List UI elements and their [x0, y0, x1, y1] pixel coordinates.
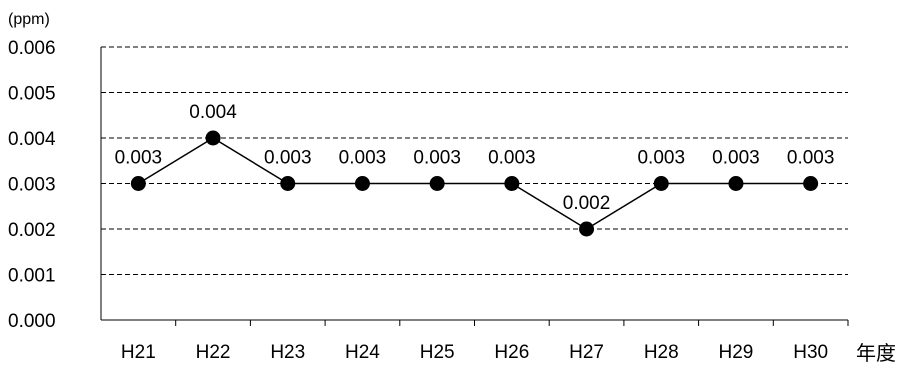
data-label: 0.003 [413, 148, 461, 169]
data-point [280, 176, 296, 191]
y-tick-label: 0.004 [8, 129, 56, 150]
gridlines [101, 46, 848, 275]
data-point [130, 176, 146, 191]
axes [100, 47, 849, 326]
y-tick-label: 0.001 [8, 266, 56, 287]
series-line [137, 137, 811, 230]
x-tick-label: H25 [420, 342, 455, 363]
data-point [354, 176, 370, 191]
y-tick-label: 0.005 [8, 84, 56, 105]
data-label: 0.004 [189, 102, 237, 123]
y-tick-labels: 0.000 0.001 0.002 0.003 0.004 0.005 0.006 [8, 38, 56, 332]
x-axis-title: 年度 [856, 342, 896, 365]
x-tick-label: H23 [270, 342, 305, 363]
data-point [803, 176, 819, 191]
x-tick-label: H24 [345, 342, 380, 363]
x-tick-label: H21 [121, 342, 156, 363]
x-tick-label: H22 [196, 342, 231, 363]
x-tick-label: H29 [719, 342, 754, 363]
y-tick-label: 0.000 [8, 311, 56, 332]
data-point [728, 176, 744, 191]
data-label: 0.003 [637, 148, 685, 169]
data-label: 0.003 [264, 148, 312, 169]
data-point [429, 176, 445, 191]
data-label: 0.003 [488, 148, 536, 169]
x-tick-label: H30 [793, 342, 828, 363]
y-axis-unit-label: (ppm) [8, 11, 50, 28]
data-point [205, 130, 221, 146]
data-point [579, 221, 595, 237]
x-tick-label: H27 [569, 342, 604, 363]
data-point [504, 176, 520, 191]
data-label: 0.003 [787, 148, 835, 169]
y-tick-label: 0.003 [8, 175, 56, 196]
data-labels: 0.003 0.004 0.003 0.003 0.003 0.003 0.002 0.003… [115, 102, 835, 214]
y-tick-label: 0.006 [8, 38, 56, 59]
data-label: 0.003 [115, 148, 163, 169]
data-label: 0.003 [712, 148, 760, 169]
x-tick-label: H26 [494, 342, 529, 363]
data-point [653, 176, 669, 191]
data-label: 0.003 [339, 148, 387, 169]
y-tick-label: 0.002 [8, 220, 56, 241]
data-label: 0.002 [563, 193, 611, 214]
series-line-group [130, 130, 819, 237]
x-tick-labels: H21 H22 H23 H24 H25 H26 H27 H28 H29 H30 [121, 342, 828, 363]
x-tick-label: H28 [644, 342, 679, 363]
